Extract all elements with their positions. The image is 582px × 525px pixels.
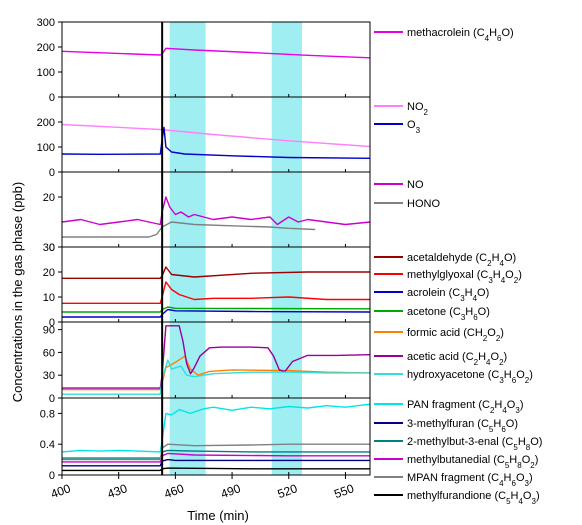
series-line <box>61 126 371 159</box>
chart-panels: 010020030001002000200102030030609000.40.… <box>37 17 371 482</box>
series-line <box>62 325 371 389</box>
panel-p4: 0 10 20 30 <box>43 242 371 329</box>
legend-label: methylglyoxal (C3H4O2) <box>407 269 522 285</box>
legend-item: NO2 <box>374 101 429 117</box>
series-line <box>62 458 370 467</box>
legend-label: methylfurandione (C5H4O3) <box>407 490 540 506</box>
shaded-interval <box>169 22 206 475</box>
y-tick-label: 0 <box>49 317 55 329</box>
y-tick-label: 100 <box>37 67 55 79</box>
series-line <box>62 449 370 459</box>
y-tick-label: 0 <box>49 393 55 405</box>
legend-item: O3 <box>374 119 421 135</box>
legend-label: MPAN fragment (C4H6O3) <box>407 472 533 488</box>
panel-frame <box>61 321 371 399</box>
series-line <box>62 452 370 463</box>
series-line <box>62 221 316 238</box>
legend-item: acetic acid (C2H4O2) <box>374 351 507 367</box>
legend-label: acetaldehyde (C2H4O) <box>407 252 516 268</box>
y-tick-label: 10 <box>43 292 55 304</box>
x-tick-label: 400 <box>49 481 73 501</box>
x-tick-label: 430 <box>106 481 130 501</box>
y-axis-title: Concentrations in the gas phase (ppb) <box>10 182 25 402</box>
legend-item: methylglyoxal (C3H4O2) <box>374 269 522 285</box>
panel-frame <box>61 397 371 476</box>
series-line <box>61 403 371 453</box>
legend-item: acrolein (C3H4O) <box>374 287 489 303</box>
legend-item: methylfurandione (C5H4O3) <box>374 490 540 506</box>
panel-p6: 0 0.4 0.8 <box>40 397 371 482</box>
legend-item: hydroxyacetone (C3H6O2) <box>374 369 533 385</box>
series-line <box>61 196 371 226</box>
legend-label: methylbutanedial (C5H8O2) <box>407 454 538 470</box>
y-tick-label: 30 <box>43 242 55 254</box>
legend-item: acetone (C3H6O) <box>374 306 490 322</box>
x-tick-label: 520 <box>276 481 300 501</box>
legend-item: HONO <box>374 198 440 210</box>
series-line <box>62 443 370 461</box>
series-line <box>61 123 371 148</box>
panel-p3: 0 20 <box>43 171 371 254</box>
legend-label: hydroxyacetone (C3H6O2) <box>407 369 533 385</box>
y-tick-label: 300 <box>37 17 55 29</box>
legend-label: O3 <box>407 119 421 135</box>
series-line <box>62 467 370 472</box>
legend-label: NO <box>407 179 424 191</box>
series-line <box>62 308 371 318</box>
panel-p5: 0 30 60 90 <box>43 321 371 405</box>
legend-label: formic acid (CH2O2) <box>407 327 504 343</box>
series-line <box>61 47 371 59</box>
legend-label: PAN fragment (C2H4O3) <box>407 399 523 415</box>
y-tick-label: 0.4 <box>40 439 55 451</box>
legend-item: MPAN fragment (C4H6O3) <box>374 472 533 488</box>
legend-item: methylbutanedial (C5H8O2) <box>374 454 538 470</box>
legend-item: PAN fragment (C2H4O3) <box>374 399 523 415</box>
y-tick-label: 0.8 <box>40 408 55 420</box>
legend-item: methacrolein (C4H6O) <box>374 27 514 43</box>
legend-label: 3-methylfuran (C5H6O) <box>407 418 518 434</box>
x-axis: 400 430 460 490 520 550 <box>49 475 356 501</box>
legend-item: NO <box>374 179 424 191</box>
x-tick-label: 550 <box>332 481 356 501</box>
y-tick-label: 0 <box>49 470 55 482</box>
legend-label: acrolein (C3H4O) <box>407 287 489 303</box>
y-tick-label: 30 <box>43 370 55 382</box>
y-tick-label: 20 <box>43 192 55 204</box>
panel-p2: 0 100 200 <box>37 96 371 179</box>
legend: methacrolein (C4H6O) NO2 O3 NO HONO acetaldeh… <box>374 27 542 506</box>
y-tick-label: 0 <box>49 92 55 104</box>
y-tick-label: 200 <box>37 117 55 129</box>
x-tick-label: 490 <box>219 481 243 501</box>
series-line <box>62 266 370 279</box>
legend-label: acetic acid (C2H4O2) <box>407 351 507 367</box>
y-tick-label: 0 <box>49 167 55 179</box>
y-tick-label: 100 <box>37 142 55 154</box>
legend-label: HONO <box>407 198 440 210</box>
legend-label: methacrolein (C4H6O) <box>407 27 514 43</box>
y-tick-label: 20 <box>43 267 55 279</box>
legend-item: formic acid (CH2O2) <box>374 327 504 343</box>
panel-frame <box>61 171 371 248</box>
legend-item: 2-methylbut-3-enal (C5H8O) <box>374 436 542 452</box>
y-tick-label: 90 <box>43 325 55 337</box>
legend-item: acetaldehyde (C2H4O) <box>374 252 516 268</box>
legend-label: 2-methylbut-3-enal (C5H8O) <box>407 436 542 452</box>
x-axis-title: Time (min) <box>187 508 249 523</box>
series-line <box>62 281 370 304</box>
x-tick-label: 460 <box>162 481 186 501</box>
legend-label: NO2 <box>407 101 429 117</box>
series-line <box>62 306 371 313</box>
panel-frame <box>61 21 371 98</box>
y-tick-label: 0 <box>49 242 55 254</box>
y-tick-label: 60 <box>43 347 55 359</box>
legend-label: acetone (C3H6O) <box>407 306 490 322</box>
y-tick-label: 200 <box>37 42 55 54</box>
legend-item: 3-methylfuran (C5H6O) <box>374 418 518 434</box>
